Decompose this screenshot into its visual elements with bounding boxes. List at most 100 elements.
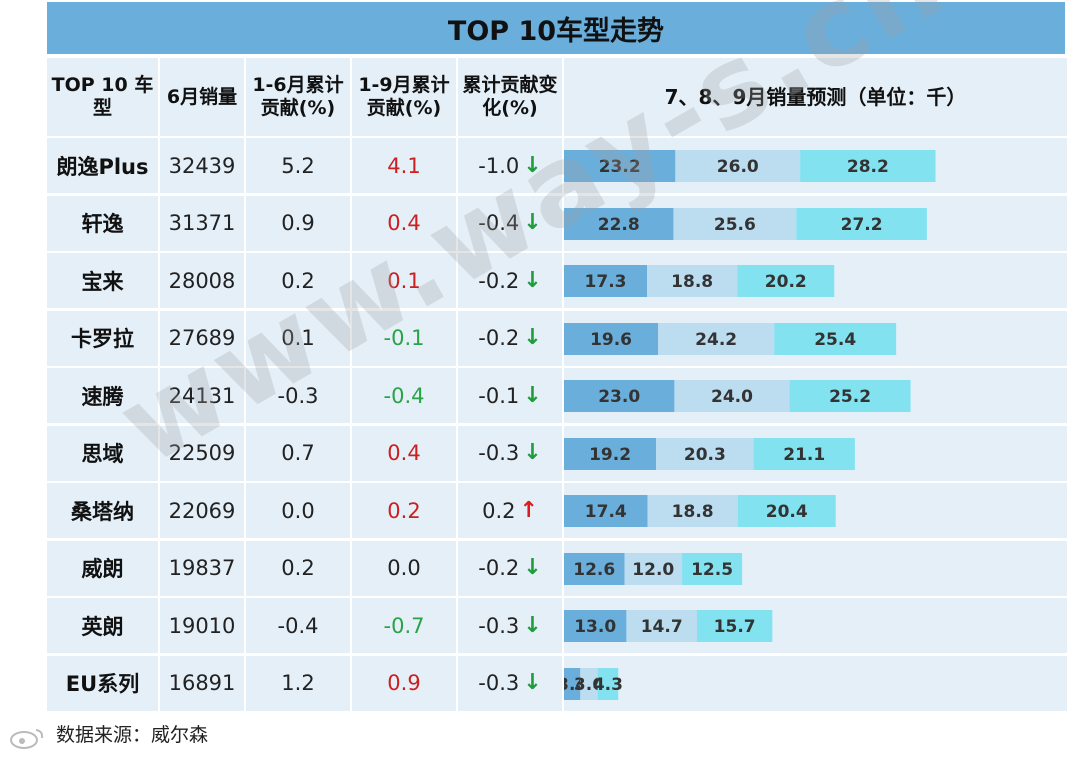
forecast-bar-month-9: [682, 552, 743, 585]
arrow-down-icon: ↓: [523, 440, 542, 466]
forecast-bar-month-7: [564, 667, 581, 700]
forecast-value-label: 4.3: [593, 675, 623, 695]
forecast-value-label: 20.3: [684, 445, 726, 465]
contrib-change: -0.3 ↓: [458, 598, 562, 654]
forecast-bar-month-7: [564, 437, 657, 470]
forecast-value-label: 24.0: [711, 387, 753, 407]
forecast-value-label: 19.2: [589, 445, 631, 465]
header-contrib-change: 累计贡献变化(%): [458, 58, 562, 136]
forecast-bar-month-9: [800, 150, 936, 183]
contrib-change: -0.2 ↓: [458, 310, 562, 366]
forecast-bar-month-9: [796, 207, 927, 240]
forecast-bar-month-8: [626, 610, 697, 643]
contrib-1-9: 0.1: [352, 253, 456, 309]
contrib-1-6: 0.7: [246, 425, 350, 481]
contrib-1-9: 4.1: [352, 138, 456, 194]
forecast-bar-month-8: [674, 380, 790, 413]
arrow-down-icon: ↓: [523, 210, 542, 236]
june-sales: 19837: [160, 540, 244, 596]
weibo-logo-icon: [10, 729, 44, 749]
forecast-bar-chart: 3.43.64.3: [564, 667, 623, 700]
forecast-value-label: 28.2: [847, 157, 889, 177]
contrib-1-9: -0.7: [352, 598, 456, 654]
model-name: 朗逸Plus: [47, 138, 158, 194]
contrib-1-6: -0.3: [246, 368, 350, 424]
forecast-value-label: 23.0: [598, 387, 640, 407]
contrib-1-6: 0.1: [246, 310, 350, 366]
contrib-1-6: -0.4: [246, 598, 350, 654]
contrib-change: -0.4 ↓: [458, 195, 562, 251]
model-name: 英朗: [47, 598, 158, 654]
forecast-value-label: 17.4: [585, 502, 627, 522]
forecast-bar-month-7: [564, 150, 676, 183]
contrib-1-9: 0.4: [352, 195, 456, 251]
forecast-bar-chart: 12.6 12.0 12.5: [564, 552, 743, 585]
forecast-bar-cell: 19.6 24.2 25.4: [564, 310, 1067, 366]
contrib-1-6: 0.9: [246, 195, 350, 251]
arrow-down-icon: ↓: [523, 152, 542, 178]
forecast-bar-month-8: [656, 437, 754, 470]
june-sales: 24131: [160, 368, 244, 424]
contrib-change-value: -0.3: [478, 613, 520, 638]
contrib-change-value: -0.4: [478, 211, 520, 236]
forecast-bar-month-9: [789, 380, 911, 413]
model-name: 桑塔纳: [47, 483, 158, 539]
header-contrib-1-6: 1-6月累计贡献(%): [246, 58, 350, 136]
contrib-change: -0.3 ↓: [458, 655, 562, 711]
contrib-change: -0.2 ↓: [458, 540, 562, 596]
forecast-bar-month-7: [564, 380, 675, 413]
contrib-1-6: 0.2: [246, 540, 350, 596]
forecast-bar-month-8: [580, 667, 598, 700]
forecast-bar-cell: 17.4 18.8 20.4: [564, 483, 1067, 539]
forecast-value-label: 19.6: [590, 330, 632, 350]
contrib-change: -0.1 ↓: [458, 368, 562, 424]
forecast-value-label: 26.0: [717, 157, 759, 177]
data-source: 数据来源：威尔森: [56, 724, 209, 746]
model-name: 速腾: [47, 368, 158, 424]
contrib-change-value: -1.0: [478, 153, 520, 178]
forecast-value-label: 24.2: [695, 330, 737, 350]
forecast-bar-cell: 13.0 14.7 15.7: [564, 598, 1067, 654]
forecast-bar-month-8: [647, 265, 738, 298]
forecast-bar-cell: 17.3 18.8 20.2: [564, 253, 1067, 309]
forecast-bar-chart: 23.0 24.0 25.2: [564, 380, 911, 413]
forecast-value-label: 18.8: [671, 272, 713, 292]
forecast-value-label: 22.8: [598, 215, 640, 235]
model-name: 轩逸: [47, 195, 158, 251]
forecast-bar-month-9: [774, 322, 897, 355]
contrib-change-value: -0.2: [478, 268, 520, 293]
june-sales: 22509: [160, 425, 244, 481]
forecast-value-label: 14.7: [641, 617, 683, 637]
model-name: 威朗: [47, 540, 158, 596]
forecast-bar-month-7: [564, 207, 674, 240]
model-name: 卡罗拉: [47, 310, 158, 366]
forecast-bar-chart: 23.2 26.0 28.2: [564, 150, 936, 183]
forecast-value-label: 3.6: [574, 675, 604, 695]
forecast-bar-month-8: [624, 552, 683, 585]
model-name: 宝来: [47, 253, 158, 309]
june-sales: 28008: [160, 253, 244, 309]
forecast-bar-cell: 19.2 20.3 21.1: [564, 425, 1067, 481]
forecast-bar-month-7: [564, 322, 659, 355]
arrow-up-icon: ↑: [519, 497, 538, 523]
header-model: TOP 10 车型: [47, 58, 158, 136]
contrib-1-6: 5.2: [246, 138, 350, 194]
forecast-bar-month-7: [564, 552, 625, 585]
forecast-bar-cell: 12.6 12.0 12.5: [564, 540, 1067, 596]
contrib-1-9: -0.1: [352, 310, 456, 366]
model-name: EU系列: [47, 655, 158, 711]
forecast-bar-cell: 3.43.64.3: [564, 655, 1067, 711]
forecast-bar-month-8: [675, 150, 801, 183]
contrib-1-9: 0.0: [352, 540, 456, 596]
forecast-bar-month-9: [597, 667, 619, 700]
forecast-bar-month-7: [564, 495, 648, 528]
contrib-change-value: -0.1: [478, 383, 520, 408]
forecast-bar-cell: 23.2 26.0 28.2: [564, 138, 1067, 194]
arrow-down-icon: ↓: [523, 267, 542, 293]
arrow-down-icon: ↓: [523, 670, 542, 696]
header-contrib-1-9: 1-9月累计贡献(%): [352, 58, 456, 136]
forecast-value-label: 20.2: [765, 272, 807, 292]
contrib-change-value: -0.3: [478, 671, 520, 696]
header-forecast: 7、8、9月销量预测（单位：千）: [564, 58, 1067, 136]
forecast-value-label: 12.0: [632, 560, 674, 580]
